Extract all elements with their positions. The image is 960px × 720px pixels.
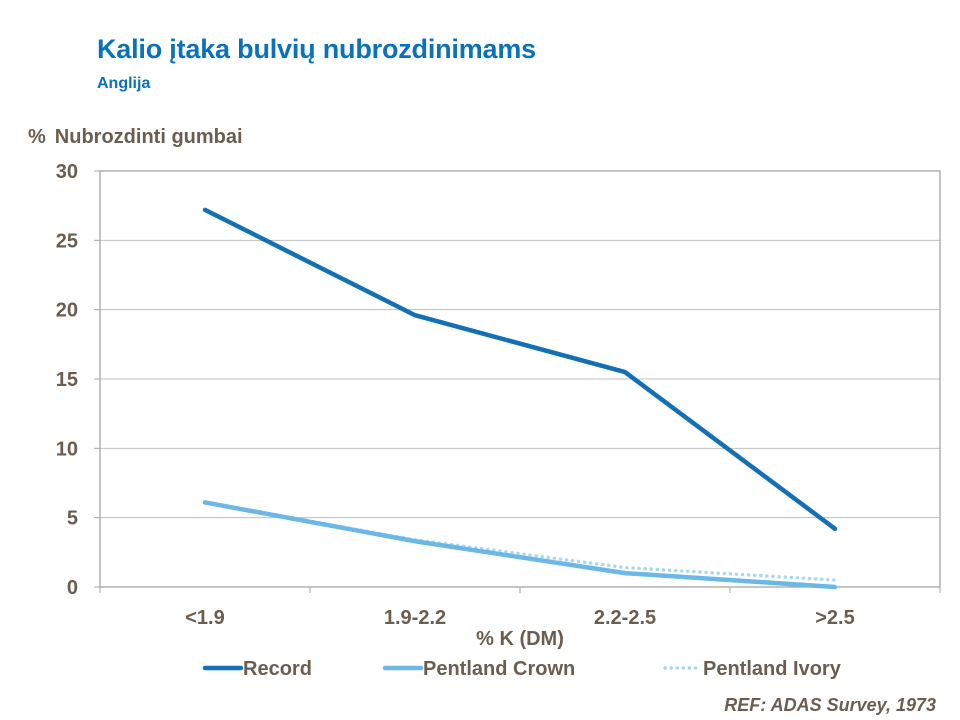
y-tick-label: 0 — [67, 577, 78, 599]
legend-label: Record — [243, 658, 312, 680]
y-tick-label: 15 — [56, 369, 78, 391]
y-tick-label: 30 — [56, 161, 78, 183]
y-tick-label: 5 — [67, 508, 78, 530]
chart-title: Kalio įtaka bulvių nubrozdinimams — [97, 34, 536, 64]
x-tick-label: >2.5 — [815, 607, 854, 629]
series-line-pentland-ivory — [203, 500, 837, 582]
series-line-record — [202, 207, 838, 532]
x-tick-label: <1.9 — [185, 607, 224, 629]
x-axis-title: % K (DM) — [476, 628, 564, 650]
y-axis-unit: % — [28, 126, 46, 148]
x-tick-label: 1.9-2.2 — [384, 607, 446, 629]
y-axis-title: % Nubrozdinti gumbai — [28, 126, 243, 149]
reference-note: REF: ADAS Survey, 1973 — [724, 695, 936, 715]
y-axis-label: Nubrozdinti gumbai — [54, 126, 243, 148]
y-tick-label: 25 — [56, 230, 78, 252]
x-tick-label: 2.2-2.5 — [594, 607, 656, 629]
legend-label: Pentland Ivory — [703, 658, 842, 680]
y-tick-label: 10 — [56, 438, 78, 460]
y-tick-label: 20 — [56, 300, 78, 322]
series-line-pentland-crown — [202, 500, 838, 590]
legend-label: Pentland Crown — [423, 658, 575, 680]
chart-subtitle: Anglija — [97, 75, 151, 92]
